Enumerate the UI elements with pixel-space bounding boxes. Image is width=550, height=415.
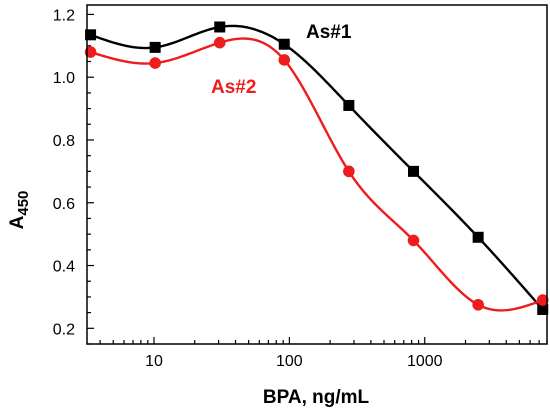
data-point-series-1	[537, 303, 549, 315]
y-tick-label: 0.8	[53, 133, 75, 150]
x-axis: 10 100 1000	[99, 337, 548, 370]
data-point-series-2	[149, 57, 161, 69]
data-point-series-1	[149, 41, 161, 53]
y-tick-label: 0.4	[53, 259, 75, 276]
data-point-series-2	[278, 54, 291, 66]
y-tick-label: 1.0	[53, 70, 75, 87]
data-point-series-2	[407, 234, 420, 247]
y-axis: 0.2 0.4 0.6 0.8 1.0 1.2	[53, 7, 94, 345]
data-markers	[84, 21, 549, 315]
fit-curve-series-2	[86, 37, 544, 312]
y-tick-label: 1.2	[53, 7, 75, 24]
x-tick-label: 10	[145, 353, 163, 370]
fit-curves	[86, 24, 544, 312]
data-point-series-1	[85, 29, 97, 41]
y-tick-label: 0.2	[53, 321, 75, 338]
y-tick-label: 0.6	[53, 196, 75, 213]
series-label-as2: As#2	[211, 77, 256, 98]
data-point-series-1	[278, 38, 290, 50]
fit-curve-series-1	[86, 24, 544, 311]
data-point-series-2	[536, 294, 549, 306]
y-axis-title-main: A	[7, 215, 28, 229]
data-point-series-1	[408, 165, 420, 177]
x-tick-label: 100	[276, 353, 303, 370]
x-axis-title: BPA, ng/mL	[263, 387, 370, 408]
data-point-series-2	[472, 298, 484, 311]
data-point-series-1	[472, 231, 484, 243]
y-axis-title-subscript: 450	[15, 191, 32, 216]
data-point-series-2	[213, 36, 226, 49]
data-point-series-1	[343, 99, 355, 111]
data-point-series-1	[214, 21, 226, 33]
series-label-as1: As#1	[306, 22, 352, 43]
data-point-series-2	[343, 165, 355, 178]
plot-frame	[86, 4, 548, 345]
y-axis-title: A450	[7, 191, 32, 230]
x-tick-label: 1000	[407, 353, 443, 370]
